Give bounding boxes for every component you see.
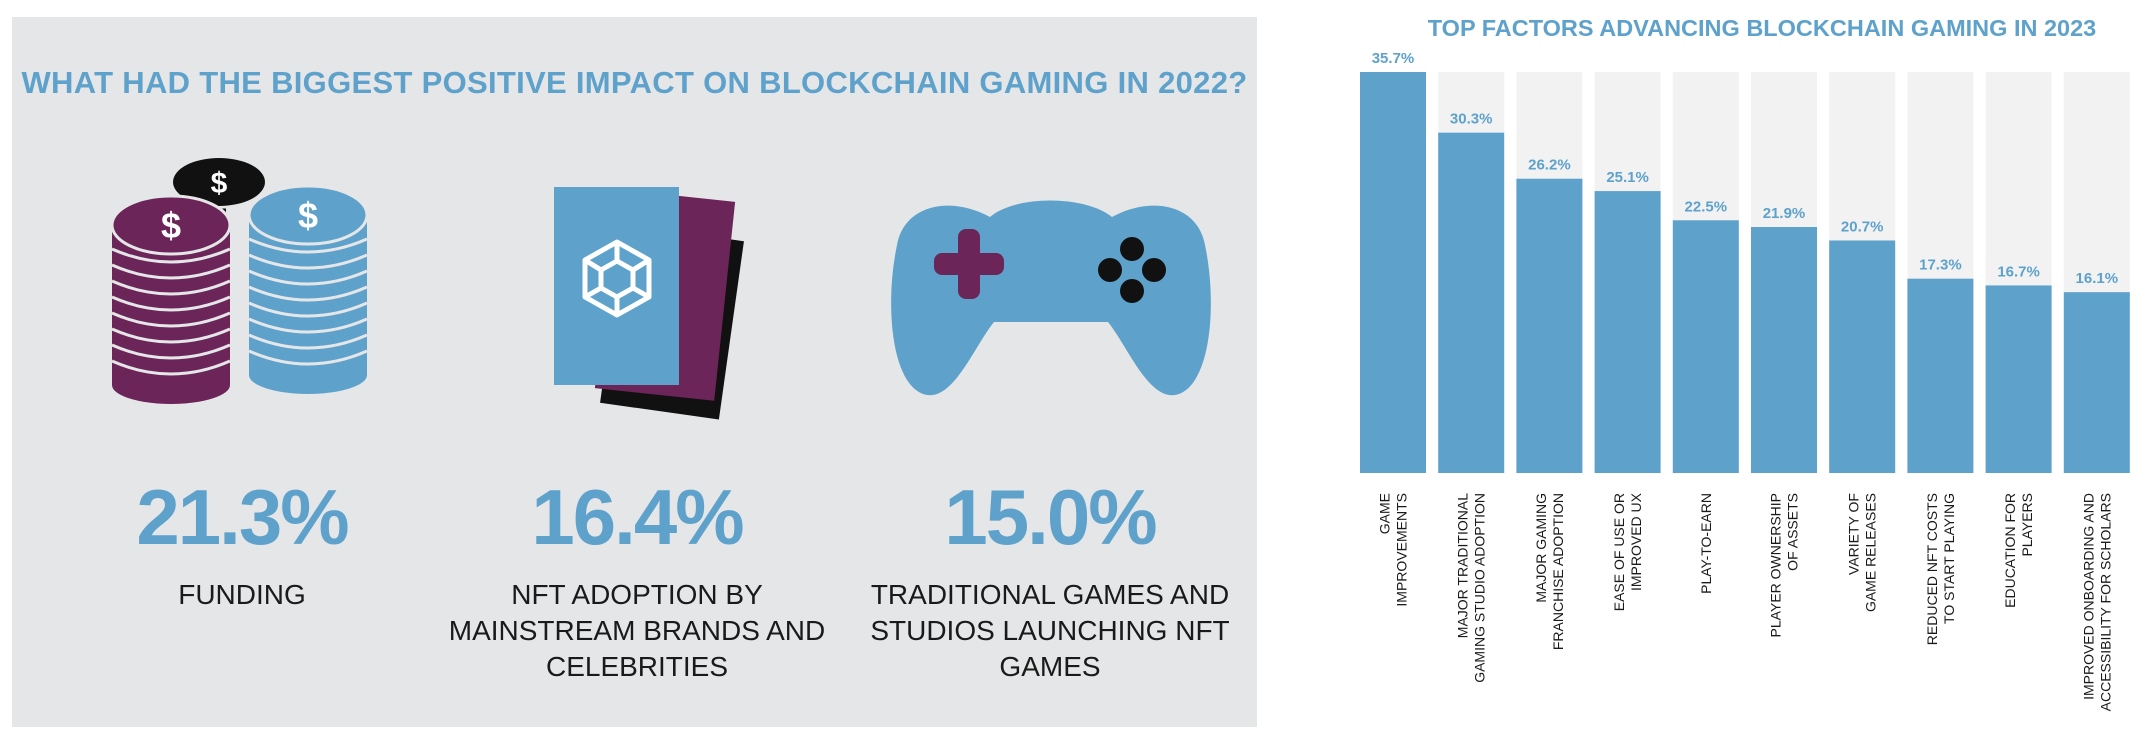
bar	[1829, 240, 1896, 473]
bar	[2063, 292, 2130, 473]
category-label: IMPROVED ONBOARDING ANDACCESSIBILITY FOR…	[2080, 493, 2113, 711]
data-label: 26.2%	[1528, 157, 1571, 174]
data-label: 22.5%	[1685, 198, 1728, 215]
gamepad-body	[891, 200, 1211, 396]
action-buttons-icon	[1098, 237, 1166, 303]
data-label: 21.9%	[1763, 205, 1806, 222]
data-label: 25.1%	[1606, 169, 1649, 186]
category-label: PLAYER OWNERSHIPOF ASSETS	[1768, 493, 1801, 637]
bar	[1985, 285, 2052, 473]
coin-dollar-symbol: $	[298, 195, 318, 236]
coin-dollar-symbol: $	[211, 167, 228, 200]
gamepad-icon	[891, 200, 1211, 396]
data-label: 30.3%	[1450, 111, 1493, 128]
category-label: EDUCATION FORPLAYERS	[2002, 493, 2035, 608]
stat-value: 16.4%	[531, 473, 744, 561]
category-label: EASE OF USE ORIMPROVED UX	[1611, 492, 1644, 611]
category-label: REDUCED NFT COSTSTO START PLAYING	[1924, 493, 1957, 645]
bar	[1594, 191, 1661, 473]
bar	[1516, 178, 1583, 473]
stat-label: FUNDING	[178, 579, 306, 610]
left-panel-title: WHAT HAD THE BIGGEST POSITIVE IMPACT ON …	[21, 65, 1248, 100]
category-label: VARIETY OFGAME RELEASES	[1846, 493, 1879, 612]
data-label: 20.7%	[1841, 218, 1884, 235]
blue-coin-stack: $	[247, 184, 369, 394]
bar	[1907, 278, 1974, 473]
data-label: 16.1%	[2076, 270, 2119, 287]
coin-dollar-symbol: $	[161, 205, 181, 246]
left-panel: WHAT HAD THE BIGGEST POSITIVE IMPACT ON …	[12, 17, 1257, 727]
category-label: GAMEIMPROVEMENTS	[1377, 493, 1410, 607]
category-label: PLAY-TO-EARN	[1698, 493, 1714, 594]
coin-stacks-icon: $ $	[110, 158, 369, 404]
bar-chart: TOP FACTORS ADVANCING BLOCKCHAIN GAMING …	[1360, 15, 2130, 711]
stat-label: NFT ADOPTION BY MAINSTREAM BRANDS AND CE…	[448, 579, 826, 682]
nft-cards-icon	[554, 187, 744, 420]
category-label: MAJOR TRADITIONALGAMING STUDIO ADOPTION	[1455, 493, 1488, 683]
bar	[1360, 72, 1426, 473]
data-label: 35.7%	[1372, 50, 1415, 67]
bars-layer: 35.7% GAMEIMPROVEMENTS 30.3% MAJOR TRADITIO…	[1360, 50, 2130, 711]
bar	[1751, 227, 1817, 473]
stat-label: TRADITIONAL GAMES AND STUDIOS LAUNCHING …	[870, 579, 1230, 682]
bar	[1438, 132, 1505, 473]
card-front-blue	[554, 187, 679, 385]
data-label: 16.7%	[1997, 263, 2040, 280]
data-label: 17.3%	[1919, 257, 1962, 274]
gem-icon	[582, 239, 652, 318]
category-label: MAJOR GAMINGFRANCHISE ADOPTION	[1533, 493, 1566, 650]
plum-coin-stack: $	[110, 194, 232, 404]
stat-value: 15.0%	[944, 473, 1157, 561]
stat-value: 21.3%	[136, 473, 349, 561]
chart-title: TOP FACTORS ADVANCING BLOCKCHAIN GAMING …	[1428, 15, 2097, 41]
dpad-icon	[934, 229, 1004, 299]
bar	[1672, 220, 1739, 473]
